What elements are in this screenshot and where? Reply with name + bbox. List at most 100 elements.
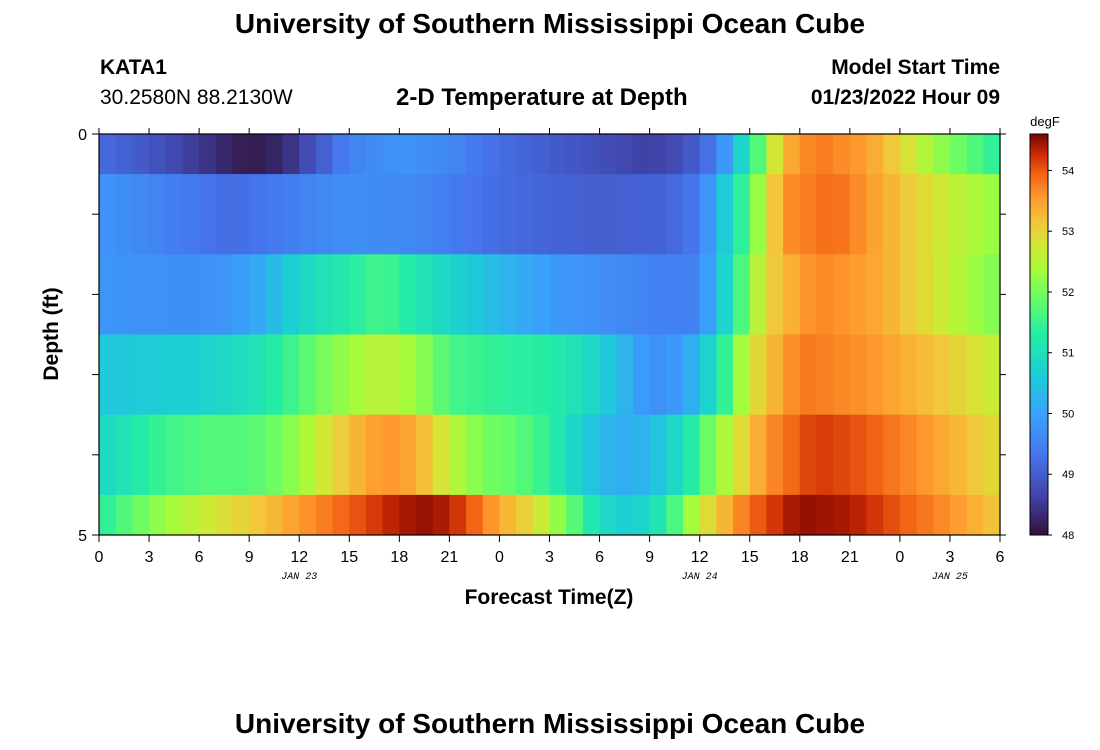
- heatmap-cell: [883, 134, 901, 175]
- date-labels: JAN 23 JAN 24 JAN 25: [281, 572, 968, 583]
- heatmap-cell: [149, 494, 167, 536]
- colorbar-tick-label: 50: [1062, 408, 1074, 420]
- heatmap-cell: [949, 254, 968, 335]
- heatmap-cell: [332, 254, 350, 335]
- heatmap-cell: [866, 494, 884, 536]
- heatmap-cell: [182, 414, 200, 496]
- heatmap-cell: [799, 254, 818, 335]
- heatmap-cell: [983, 254, 1001, 335]
- heatmap-cell: [516, 414, 534, 496]
- heatmap-cell: [966, 334, 984, 416]
- heatmap-cell: [399, 334, 417, 416]
- heatmap-cell: [766, 494, 784, 536]
- heatmap-cell: [716, 334, 734, 416]
- heatmap-cell: [399, 254, 417, 335]
- heatmap-cell: [466, 494, 484, 536]
- colorbar-tick-label: 53: [1062, 226, 1074, 238]
- heatmap-cell: [682, 494, 701, 536]
- heatmap-cell: [699, 494, 717, 536]
- heatmap-cell: [482, 494, 501, 536]
- heatmap-cell: [132, 134, 150, 175]
- heatmap-cell: [599, 254, 617, 335]
- heatmap-cell: [332, 174, 350, 255]
- heatmap-cell: [232, 414, 250, 496]
- heatmap-cell: [783, 254, 801, 335]
- heatmap-cell: [365, 334, 384, 416]
- heatmap-cell: [99, 174, 117, 255]
- heatmap-cell: [482, 334, 501, 416]
- heatmap-cells: [99, 134, 1001, 536]
- heatmap-cell: [899, 414, 918, 496]
- heatmap-cell: [616, 254, 634, 335]
- heatmap-cell: [749, 134, 768, 175]
- heatmap-cell: [983, 494, 1001, 536]
- heatmap-cell: [682, 414, 701, 496]
- heatmap-cell: [499, 334, 517, 416]
- heatmap-cell: [299, 174, 317, 255]
- heatmap-cell: [599, 414, 617, 496]
- heatmap-cell: [666, 134, 684, 175]
- heatmap-cell: [716, 414, 734, 496]
- heatmap-cell: [215, 174, 234, 255]
- heatmap-cell: [582, 414, 601, 496]
- heatmap-cell: [382, 494, 400, 536]
- heatmap-cell: [466, 414, 484, 496]
- heatmap-cell: [632, 254, 651, 335]
- heatmap-cell: [766, 174, 784, 255]
- heatmap-cell: [716, 494, 734, 536]
- heatmap-cell: [966, 414, 984, 496]
- heatmap-cell: [532, 414, 551, 496]
- heatmap-cell: [783, 334, 801, 416]
- heatmap-cell: [399, 134, 417, 175]
- heatmap-cell: [265, 174, 284, 255]
- heatmap-cell: [516, 334, 534, 416]
- heatmap-cell: [566, 254, 584, 335]
- heatmap-cell: [649, 414, 667, 496]
- heatmap-cell: [799, 134, 818, 175]
- heatmap-cell: [582, 494, 601, 536]
- heatmap-cell: [933, 174, 951, 255]
- heatmap-cell: [899, 334, 918, 416]
- heatmap-cell: [349, 174, 367, 255]
- heatmap-cell: [816, 494, 834, 536]
- heatmap-cell: [365, 254, 384, 335]
- heatmap-cell: [482, 414, 501, 496]
- heatmap-cell: [666, 334, 684, 416]
- heatmap-cell: [215, 494, 234, 536]
- heatmap-cell: [165, 174, 184, 255]
- heatmap-cell: [916, 334, 934, 416]
- heatmap-cell: [933, 334, 951, 416]
- heatmap-cell: [966, 174, 984, 255]
- heatmap-cell: [265, 414, 284, 496]
- heatmap-cell: [616, 134, 634, 175]
- heatmap-cell: [849, 334, 868, 416]
- heatmap-cell: [382, 334, 400, 416]
- heatmap-cell: [416, 254, 434, 335]
- heatmap-cell: [916, 494, 934, 536]
- heatmap-cell: [199, 414, 217, 496]
- heatmap-cell: [499, 254, 517, 335]
- heatmap-cell: [632, 494, 651, 536]
- heatmap-cell: [916, 414, 934, 496]
- heatmap-cell: [315, 334, 334, 416]
- heatmap-cell: [149, 174, 167, 255]
- heatmap-cell: [232, 174, 250, 255]
- heatmap-cell: [349, 254, 367, 335]
- plot-title: 2-D Temperature at Depth: [396, 84, 688, 111]
- heatmap-cell: [966, 494, 984, 536]
- heatmap-cell: [265, 494, 284, 536]
- heatmap-cell: [749, 494, 768, 536]
- heatmap-cell: [365, 134, 384, 175]
- heatmap-cell: [332, 414, 350, 496]
- heatmap-cell: [149, 254, 167, 335]
- heatmap-cell: [382, 414, 400, 496]
- x-axis: 0 3 6 9 12 15 18 21 0 3 6 9 12 15 18 21 0 3 6: [95, 128, 1005, 566]
- heatmap-cell: [733, 414, 751, 496]
- station-coordinates: 30.2580N 88.2130W: [100, 86, 293, 109]
- heatmap-cell: [215, 254, 234, 335]
- heatmap-cell: [599, 334, 617, 416]
- page-title: University of Southern Mississippi Ocean…: [234, 8, 866, 39]
- heatmap-cell: [349, 334, 367, 416]
- heatmap-cell: [883, 254, 901, 335]
- heatmap-cell: [916, 174, 934, 255]
